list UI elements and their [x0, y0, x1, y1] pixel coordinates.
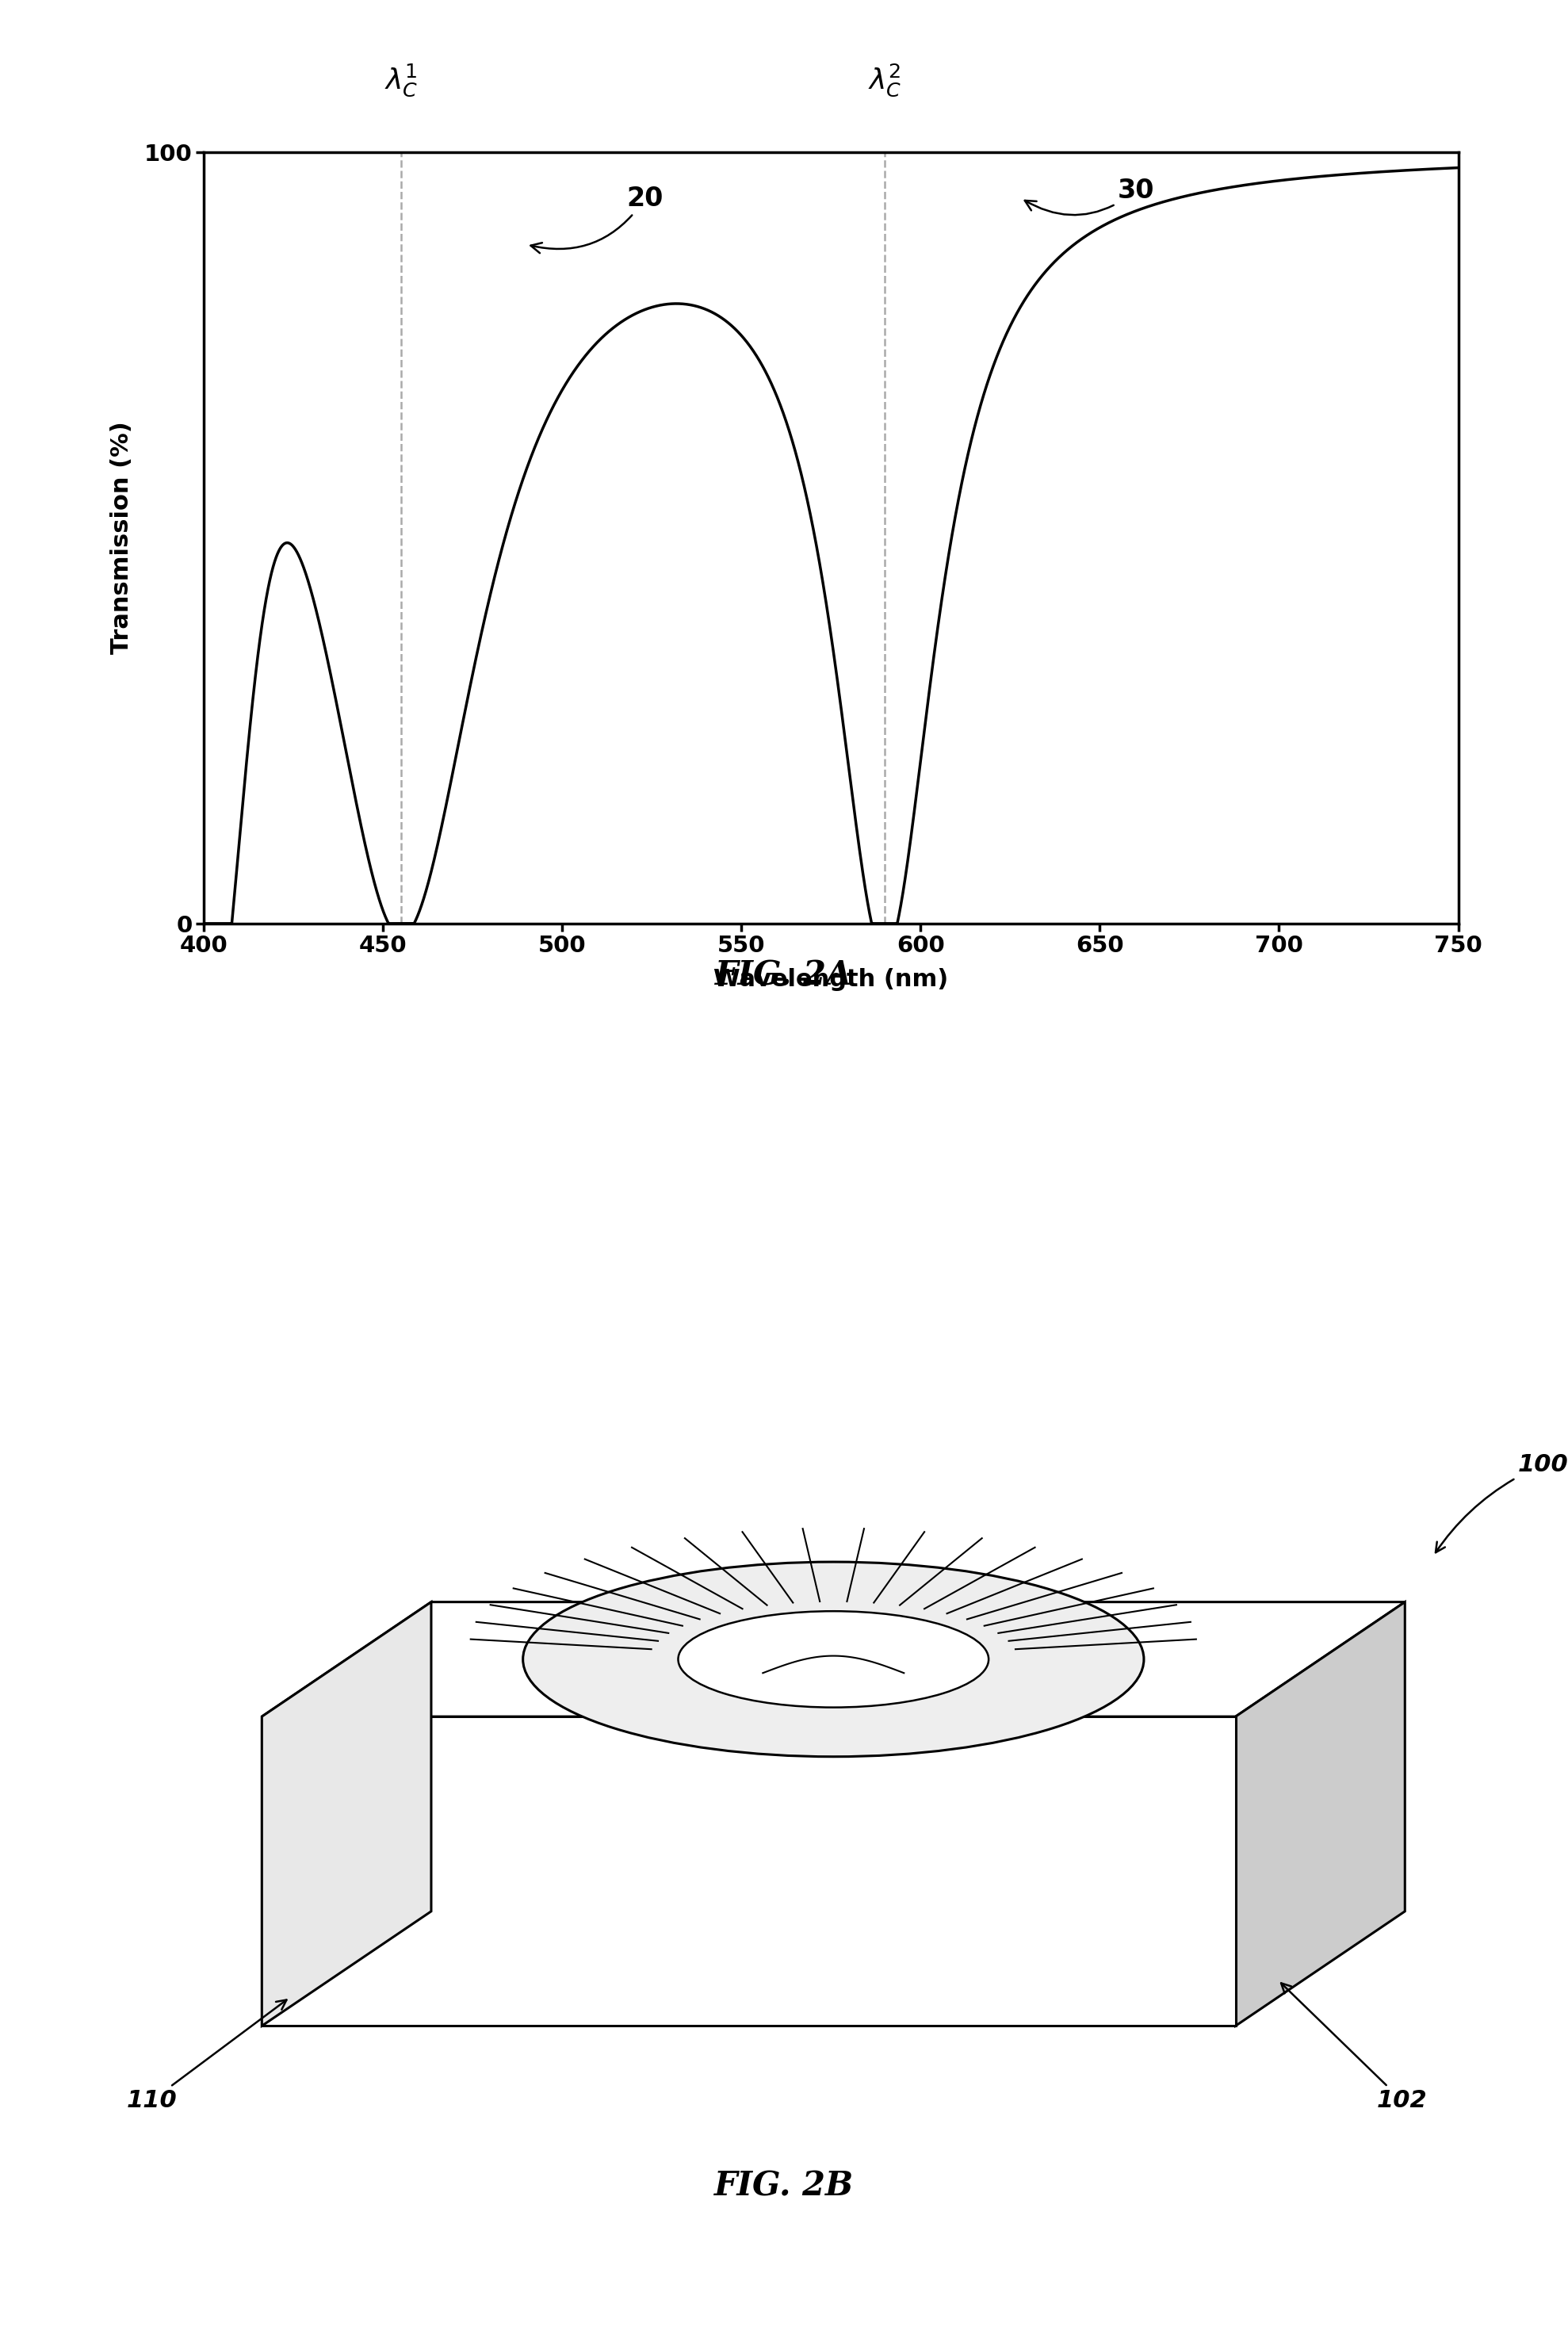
- Text: 110: 110: [127, 1999, 287, 2111]
- Text: $\lambda_C^1$: $\lambda_C^1$: [384, 61, 417, 98]
- Y-axis label: Transmission (%): Transmission (%): [110, 421, 133, 655]
- X-axis label: Wavelength (nm): Wavelength (nm): [713, 968, 949, 991]
- Polygon shape: [262, 1602, 1405, 1716]
- Text: FIG. 2A: FIG. 2A: [715, 959, 853, 991]
- Text: $\lambda_C^2$: $\lambda_C^2$: [869, 61, 902, 98]
- Text: 100: 100: [1436, 1452, 1568, 1552]
- Polygon shape: [262, 1602, 431, 2025]
- Polygon shape: [1236, 1602, 1405, 2025]
- Text: 102: 102: [1281, 1983, 1427, 2111]
- Text: FIG. 2B: FIG. 2B: [713, 2170, 855, 2202]
- Polygon shape: [262, 1716, 1236, 2025]
- Ellipse shape: [679, 1611, 989, 1707]
- Ellipse shape: [524, 1562, 1145, 1756]
- Text: 20: 20: [530, 185, 663, 253]
- Text: 30: 30: [1025, 178, 1154, 215]
